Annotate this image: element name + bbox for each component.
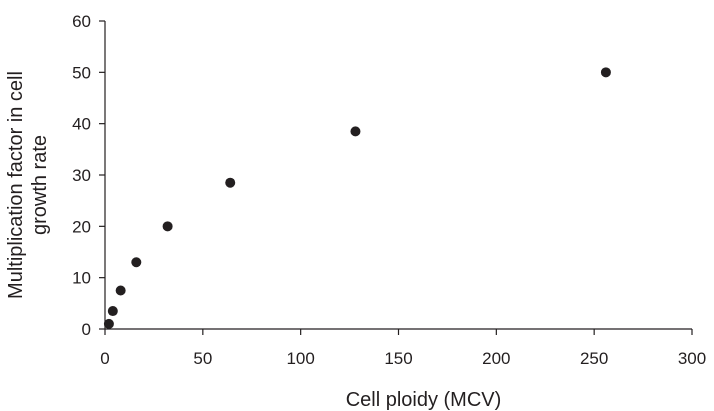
x-ticks: 0 50 100 150 200 250 300 — [100, 329, 706, 368]
data-point — [103, 318, 114, 329]
y-tick-label: 50 — [72, 63, 91, 82]
data-point — [115, 285, 126, 296]
data-point — [131, 257, 142, 268]
y-tick-label: 10 — [72, 269, 91, 288]
y-axis-title: Multiplication factor in cell growth rat… — [5, 71, 51, 299]
y-tick-label: 30 — [72, 166, 91, 185]
x-tick-label: 0 — [100, 349, 109, 368]
data-point — [350, 126, 361, 137]
y-axis-title-line-2: growth rate — [29, 135, 51, 235]
y-axis-title-line-1: Multiplication factor in cell — [5, 71, 27, 299]
data-points — [103, 67, 611, 329]
y-tick-label: 60 — [72, 12, 91, 31]
data-point — [162, 221, 173, 232]
x-tick-label: 100 — [286, 349, 314, 368]
y-tick-label: 40 — [72, 115, 91, 134]
x-tick-label: 50 — [193, 349, 212, 368]
y-ticks: 0 10 20 30 40 50 60 — [72, 12, 105, 339]
x-tick-label: 200 — [482, 349, 510, 368]
x-tick-label: 300 — [678, 349, 706, 368]
x-axis-title: Cell ploidy (MCV) — [346, 389, 502, 411]
data-point — [225, 177, 236, 188]
data-point — [600, 67, 611, 78]
y-tick-label: 20 — [72, 217, 91, 236]
x-tick-label: 150 — [384, 349, 412, 368]
y-tick-label: 0 — [82, 320, 91, 339]
axes — [104, 21, 692, 330]
data-point — [107, 306, 118, 317]
x-tick-label: 250 — [580, 349, 608, 368]
